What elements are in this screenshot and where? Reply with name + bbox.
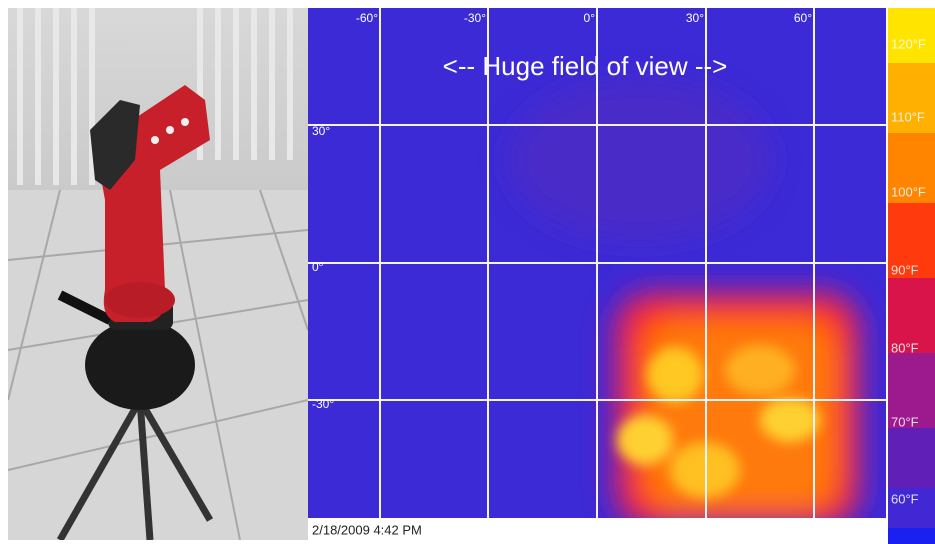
scale-label: 100°F <box>891 184 926 199</box>
x-tick-label: -30° <box>464 11 486 25</box>
scale-label: 120°F <box>891 36 926 51</box>
scene: <-- Huge field of view --> -60° -30° 0° … <box>0 0 935 544</box>
thermal-map <box>308 8 886 530</box>
timestamp: 2/18/2009 4:42 PM <box>312 522 422 537</box>
y-tick-label: 30° <box>312 124 330 138</box>
scale-label: 90°F <box>891 262 919 277</box>
photo <box>8 8 308 540</box>
scale-label: 70°F <box>891 414 919 429</box>
y-tick-label: -30° <box>312 397 334 411</box>
video-frame: <-- Huge field of view --> -60° -30° 0° … <box>0 0 935 544</box>
scale-label: 110°F <box>891 109 925 124</box>
x-tick-label: -60° <box>356 11 378 25</box>
x-tick-label: 60° <box>794 11 812 25</box>
y-tick-label: 0° <box>312 260 324 274</box>
scale-label: 60°F <box>891 491 919 506</box>
scale-label: 80°F <box>891 340 919 355</box>
caption: <-- Huge field of view --> <box>443 51 728 81</box>
x-tick-label: 0° <box>584 11 596 25</box>
x-tick-label: 30° <box>686 11 704 25</box>
